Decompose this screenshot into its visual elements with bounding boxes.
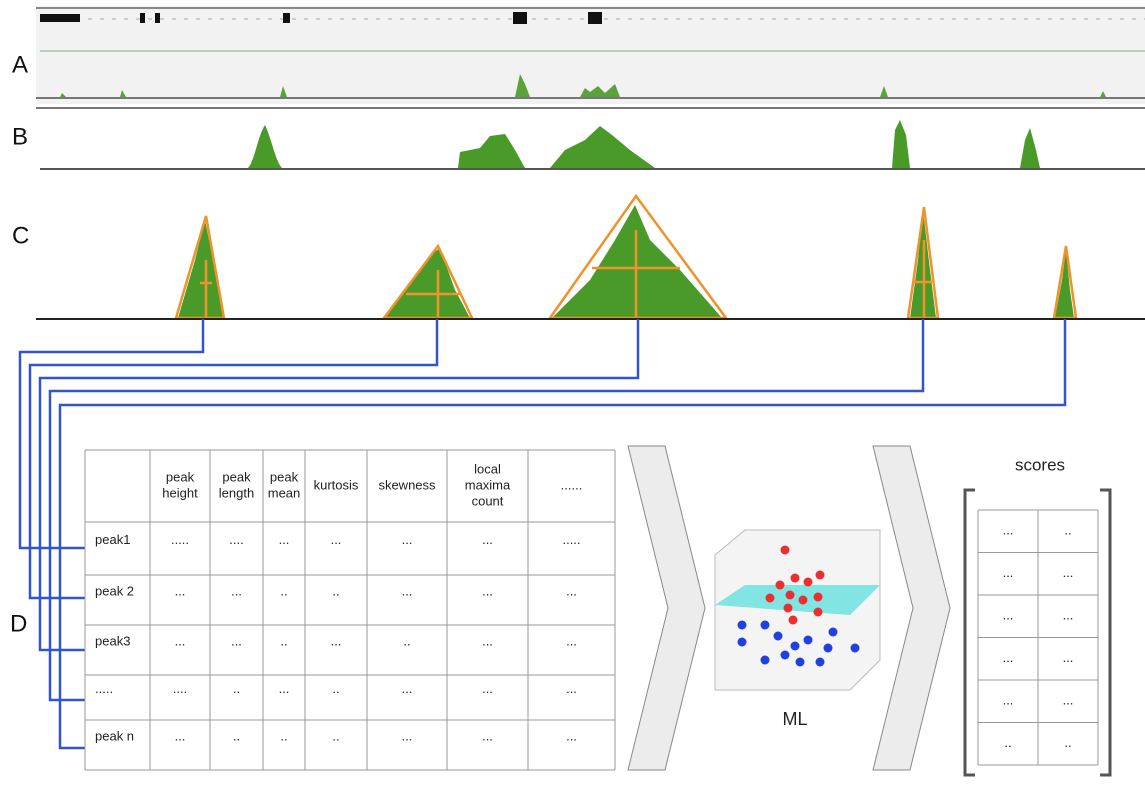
figure: A B C D ML sco xyxy=(0,0,1145,786)
peak-signal xyxy=(178,205,1074,318)
score-cell: ... xyxy=(1003,608,1014,623)
column-header: ...... xyxy=(561,477,583,492)
table-cell: ... xyxy=(175,583,186,598)
table-cell: ... xyxy=(566,728,577,743)
table-cell: ... xyxy=(566,633,577,648)
score-cell: ... xyxy=(1003,650,1014,665)
table-cell: .. xyxy=(280,583,287,598)
ml-cube xyxy=(715,530,880,690)
column-header: mean xyxy=(268,485,301,500)
column-header: height xyxy=(162,485,198,500)
score-cell: ... xyxy=(1063,565,1074,580)
table-cell: ... xyxy=(175,633,186,648)
table-cell: ... xyxy=(482,681,493,696)
panel-label: B xyxy=(12,123,28,150)
table-cell: ... xyxy=(482,728,493,743)
column-header: count xyxy=(472,493,504,508)
panel-label: C xyxy=(12,222,29,249)
score-cell: ... xyxy=(1063,693,1074,708)
table-cell: ... xyxy=(175,728,186,743)
score-cell: .. xyxy=(1004,735,1011,750)
table-cell: .. xyxy=(280,728,287,743)
signal-track xyxy=(248,120,1040,168)
table-cell: ... xyxy=(279,532,290,547)
table-cell: ..... xyxy=(171,532,189,547)
table-cell: .... xyxy=(173,681,187,696)
table-cell: ... xyxy=(482,633,493,648)
row-header: peak1 xyxy=(95,532,130,547)
column-header: kurtosis xyxy=(314,477,359,492)
score-cell: .. xyxy=(1064,523,1071,538)
scores-title: scores xyxy=(1015,455,1065,474)
score-cell: ... xyxy=(1003,565,1014,580)
row-header: ..... xyxy=(95,681,113,696)
table-cell: .. xyxy=(332,583,339,598)
row-header: peak 2 xyxy=(95,583,134,598)
column-header: skewness xyxy=(378,477,436,492)
table-cell: ... xyxy=(279,681,290,696)
table-cell: ... xyxy=(402,532,413,547)
table-cell: .. xyxy=(332,728,339,743)
row-header: peak n xyxy=(95,728,134,743)
arrow xyxy=(628,446,705,770)
table-cell: ... xyxy=(331,532,342,547)
table-cell: ..... xyxy=(562,532,580,547)
column-header: local xyxy=(474,461,501,476)
model-label: ML xyxy=(782,709,807,729)
table-cell: .. xyxy=(280,633,287,648)
column-header: peak xyxy=(270,469,299,484)
table-cell: ... xyxy=(482,532,493,547)
score-cell: ... xyxy=(1063,650,1074,665)
table-cell: .. xyxy=(332,681,339,696)
table-cell: ... xyxy=(231,633,242,648)
table-cell: .. xyxy=(233,728,240,743)
column-header: peak xyxy=(222,469,251,484)
table-cell: ... xyxy=(402,583,413,598)
row-header: peak3 xyxy=(95,633,130,648)
score-cell: .. xyxy=(1064,735,1071,750)
table-cell: ... xyxy=(566,681,577,696)
table-cell: ... xyxy=(402,728,413,743)
arrow xyxy=(873,446,950,770)
score-cell: ... xyxy=(1003,523,1014,538)
table-cell: .... xyxy=(229,532,243,547)
column-header: maxima xyxy=(465,477,511,492)
column-header: length xyxy=(219,485,254,500)
table-cell: ... xyxy=(482,583,493,598)
table-cell: .. xyxy=(403,633,410,648)
panel-label: D xyxy=(10,610,27,637)
score-cell: ... xyxy=(1003,693,1014,708)
table-cell: .. xyxy=(233,681,240,696)
column-header: peak xyxy=(166,469,195,484)
table-cell: ... xyxy=(231,583,242,598)
table-cell: ... xyxy=(566,583,577,598)
table-cell: ... xyxy=(331,633,342,648)
table-cell: ... xyxy=(402,681,413,696)
score-cell: ... xyxy=(1063,608,1074,623)
panel-label: A xyxy=(12,51,28,78)
